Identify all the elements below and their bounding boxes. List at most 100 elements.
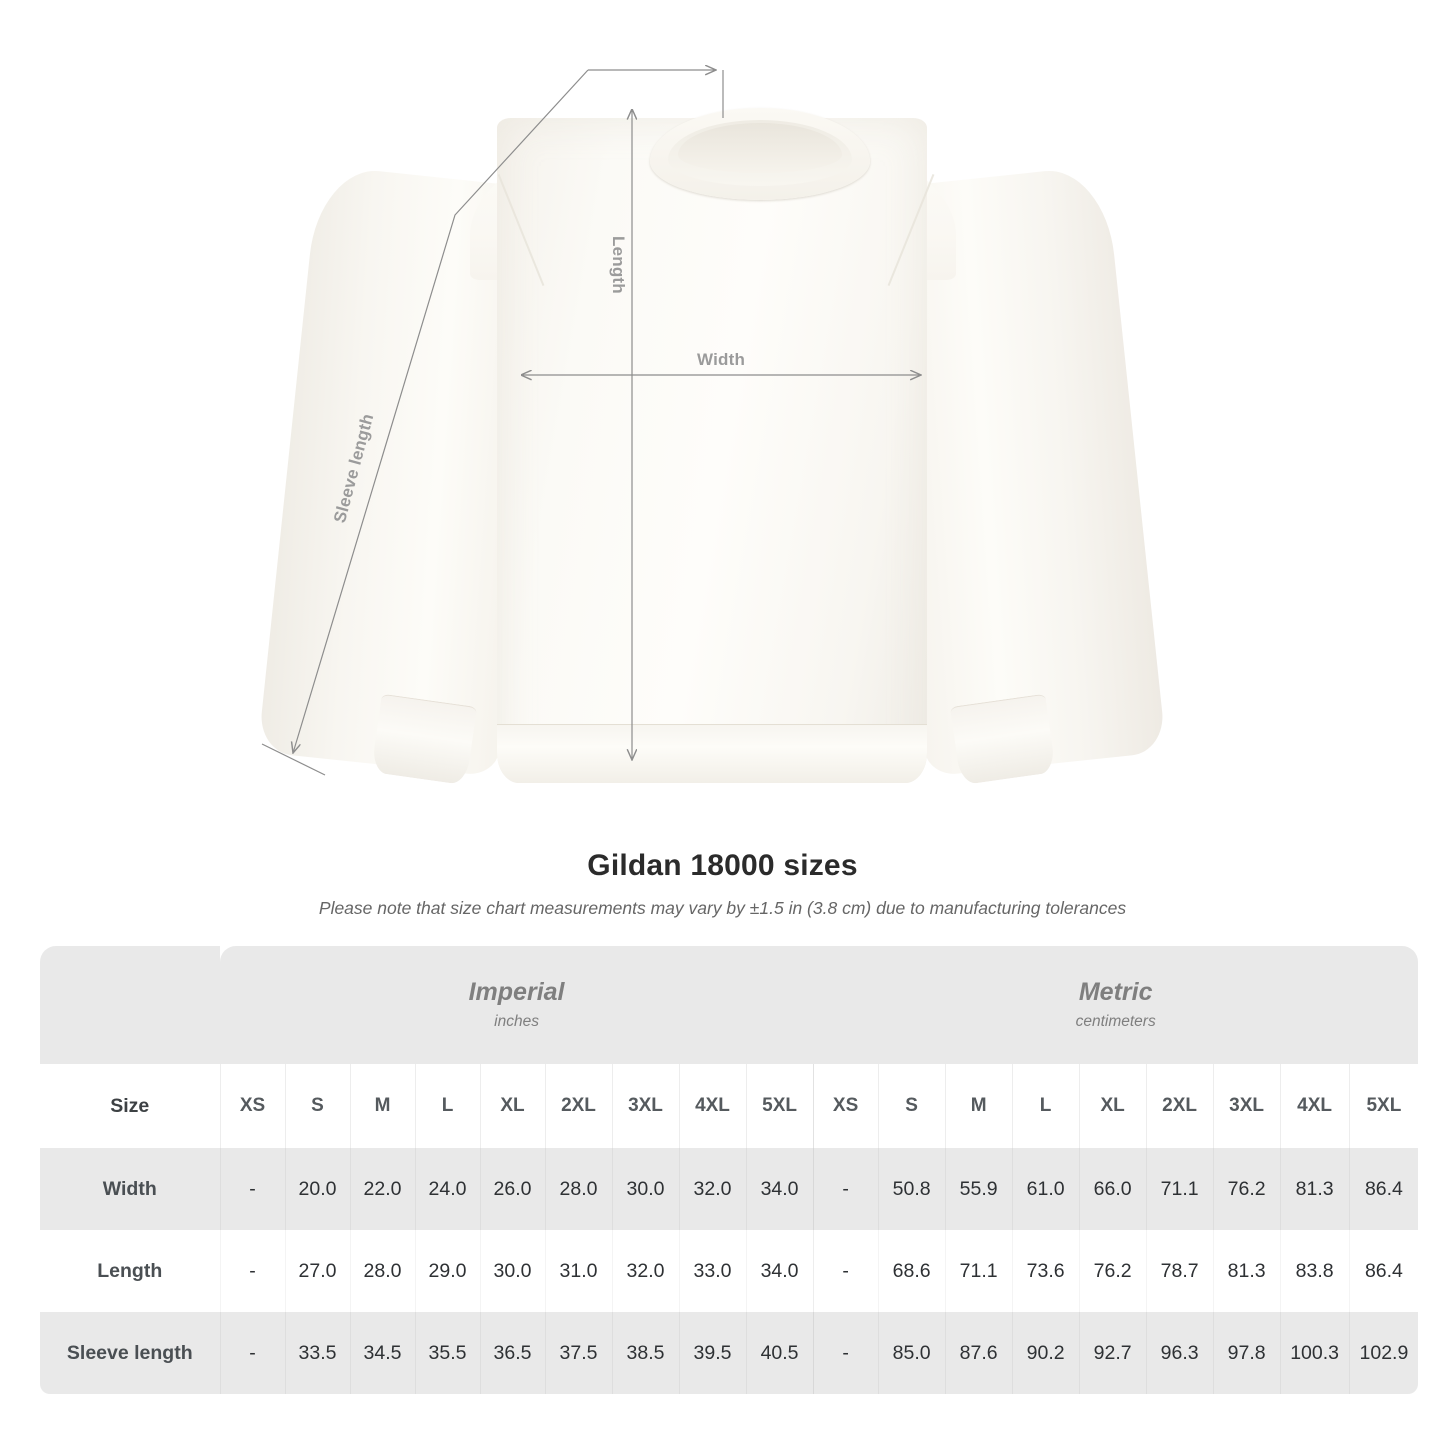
cell-length-imperial-4xl: 33.0 — [678, 1230, 746, 1312]
cell-width-metric-xl: 66.0 — [1078, 1148, 1147, 1230]
sweatshirt-image — [250, 108, 1180, 810]
cell-length-imperial-5xl: 34.0 — [745, 1230, 814, 1312]
cell-length-imperial-xs: - — [219, 1230, 285, 1312]
cell-width-imperial-s: 20.0 — [284, 1148, 350, 1230]
cell-sleeve-length-imperial-5xl: 40.5 — [745, 1312, 814, 1394]
column-header-imperial-3xl: 3XL — [611, 1064, 679, 1148]
column-header-imperial-l: L — [414, 1064, 480, 1148]
tolerance-note: Please note that size chart measurements… — [318, 898, 1127, 918]
page-title: Gildan 18000 sizes — [587, 849, 858, 882]
cell-length-imperial-l: 29.0 — [414, 1230, 480, 1312]
cell-sleeve-length-metric-s: 85.0 — [877, 1312, 946, 1394]
imperial-label: Imperial — [468, 977, 565, 1006]
cell-sleeve-length-imperial-xs: - — [219, 1312, 285, 1394]
metric-label: Metric — [1078, 977, 1153, 1006]
column-header-metric-2xl: 2XL — [1145, 1064, 1214, 1148]
size-table-container: Imperial inches Metric centimeters Size XS S M L… — [40, 946, 1419, 1394]
cell-sleeve-length-metric-3xl: 97.8 — [1212, 1312, 1281, 1394]
size-table: Imperial inches Metric centimeters Size XS S M L… — [40, 946, 1419, 1394]
cell-length-metric-2xl: 78.7 — [1145, 1230, 1214, 1312]
cell-width-metric-l: 61.0 — [1011, 1148, 1080, 1230]
cell-length-metric-5xl: 86.4 — [1348, 1230, 1419, 1312]
right-cuff — [949, 693, 1057, 786]
cell-sleeve-length-metric-2xl: 96.3 — [1145, 1312, 1214, 1394]
cell-sleeve-length-imperial-l: 35.5 — [414, 1312, 480, 1394]
cell-width-imperial-3xl: 30.0 — [611, 1148, 679, 1230]
column-header-imperial-4xl: 4XL — [678, 1064, 746, 1148]
column-header-imperial-m: M — [349, 1064, 415, 1148]
cell-length-metric-s: 68.6 — [877, 1230, 946, 1312]
cell-sleeve-length-metric-l: 90.2 — [1011, 1312, 1080, 1394]
cell-sleeve-length-imperial-3xl: 38.5 — [611, 1312, 679, 1394]
unit-band-metric: Metric centimeters — [813, 946, 1419, 1064]
cell-sleeve-length-imperial-xl: 36.5 — [479, 1312, 545, 1394]
column-header-metric-3xl: 3XL — [1212, 1064, 1281, 1148]
column-header-metric-xs: XS — [812, 1064, 879, 1148]
table-header-row: Size XS S M L XL 2XL 3XL 4XL 5XL XS S M L XL 2XL 3XL 4XL 5… — [40, 1064, 1419, 1148]
cell-length-metric-xl: 76.2 — [1078, 1230, 1147, 1312]
column-header-imperial-5xl: 5XL — [745, 1064, 814, 1148]
cell-length-metric-xs: - — [812, 1230, 879, 1312]
column-header-metric-5xl: 5XL — [1348, 1064, 1419, 1148]
cell-width-imperial-4xl: 32.0 — [678, 1148, 746, 1230]
cell-width-imperial-xl: 26.0 — [479, 1148, 545, 1230]
cell-sleeve-length-imperial-2xl: 37.5 — [544, 1312, 612, 1394]
neck-opening — [678, 123, 842, 173]
cell-width-metric-3xl: 76.2 — [1212, 1148, 1281, 1230]
column-header-metric-m: M — [944, 1064, 1013, 1148]
column-header-imperial-xl: XL — [479, 1064, 545, 1148]
table-row-length: Length -27.0 28.0 29.0 30.0 31.0 32.0 33.0 34.0-… — [40, 1230, 1419, 1312]
table-row-sleeve-length: Sleeve length -33.5 34.5 35.5 36.5 37.5 38.5 39… — [40, 1312, 1419, 1394]
cell-sleeve-length-metric-4xl: 100.3 — [1279, 1312, 1350, 1394]
column-header-imperial-2xl: 2XL — [544, 1064, 612, 1148]
column-header-metric-s: S — [877, 1064, 946, 1148]
column-header-imperial-s: S — [284, 1064, 350, 1148]
unit-band-spacer — [40, 946, 220, 1064]
cell-width-imperial-m: 22.0 — [349, 1148, 415, 1230]
cell-sleeve-length-imperial-4xl: 39.5 — [678, 1312, 746, 1394]
unit-band-row: Imperial inches Metric centimeters — [40, 946, 1419, 1064]
row-label-sleeve-length: Sleeve length — [40, 1312, 220, 1394]
row-label-width: Width — [40, 1148, 220, 1230]
cell-length-metric-3xl: 81.3 — [1212, 1230, 1281, 1312]
cell-sleeve-length-metric-xs: - — [812, 1312, 879, 1394]
cell-width-metric-xs: - — [812, 1148, 879, 1230]
column-header-size: Size — [40, 1064, 220, 1148]
unit-band-imperial: Imperial inches — [220, 946, 814, 1064]
column-header-imperial-xs: XS — [219, 1064, 285, 1148]
cell-length-metric-m: 71.1 — [944, 1230, 1013, 1312]
garment-body — [497, 118, 927, 783]
cell-width-metric-2xl: 71.1 — [1145, 1148, 1214, 1230]
column-header-metric-l: L — [1011, 1064, 1080, 1148]
cell-width-metric-s: 50.8 — [877, 1148, 946, 1230]
metric-unit: centimeters — [1075, 1013, 1156, 1031]
column-header-metric-xl: XL — [1078, 1064, 1147, 1148]
cell-sleeve-length-metric-m: 87.6 — [944, 1312, 1013, 1394]
cell-width-imperial-l: 24.0 — [414, 1148, 480, 1230]
cell-length-metric-4xl: 83.8 — [1279, 1230, 1350, 1312]
cell-length-imperial-3xl: 32.0 — [611, 1230, 679, 1312]
cell-width-metric-5xl: 86.4 — [1348, 1148, 1419, 1230]
garment-illustration: Length Width Sleeve length — [250, 65, 1180, 810]
cell-length-metric-l: 73.6 — [1011, 1230, 1080, 1312]
cell-length-imperial-s: 27.0 — [284, 1230, 350, 1312]
cell-width-imperial-xs: - — [219, 1148, 285, 1230]
cell-length-imperial-xl: 30.0 — [479, 1230, 545, 1312]
left-cuff — [370, 693, 478, 786]
cell-sleeve-length-metric-xl: 92.7 — [1078, 1312, 1147, 1394]
cell-length-imperial-m: 28.0 — [349, 1230, 415, 1312]
cell-sleeve-length-imperial-m: 34.5 — [349, 1312, 415, 1394]
width-dimension-label: Width — [697, 350, 746, 369]
column-header-metric-4xl: 4XL — [1279, 1064, 1350, 1148]
length-dimension-label: Length — [609, 236, 628, 294]
cell-width-metric-m: 55.9 — [944, 1148, 1013, 1230]
table-row-width: Width -20.0 22.0 24.0 26.0 28.0 30.0 32.0 34.0-5… — [40, 1148, 1419, 1230]
cell-length-imperial-2xl: 31.0 — [544, 1230, 612, 1312]
imperial-unit: inches — [494, 1013, 539, 1031]
cell-sleeve-length-metric-5xl: 102.9 — [1348, 1312, 1419, 1394]
cell-width-metric-4xl: 81.3 — [1279, 1148, 1350, 1230]
cell-sleeve-length-imperial-s: 33.5 — [284, 1312, 350, 1394]
row-label-length: Length — [40, 1230, 220, 1312]
cell-width-imperial-5xl: 34.0 — [745, 1148, 814, 1230]
